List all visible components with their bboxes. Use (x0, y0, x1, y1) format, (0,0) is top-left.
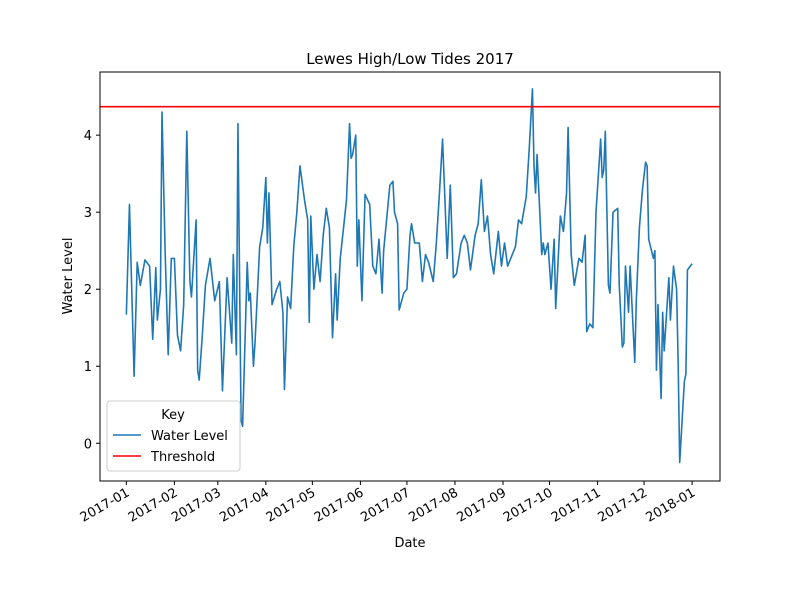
y-axis-label: Water Level (61, 238, 76, 315)
legend-label: Threshold (150, 450, 215, 465)
y-tick-label: 3 (84, 206, 92, 221)
legend-box (106, 400, 241, 472)
x-axis-label: Date (394, 536, 425, 551)
chart-title: Lewes High/Low Tides 2017 (306, 50, 514, 68)
y-tick-label: 1 (84, 360, 92, 375)
data-line (125, 88, 693, 464)
y-tick-label: 2 (84, 283, 92, 298)
y-tick-label: 0 (84, 437, 92, 452)
plot-frame (99, 71, 721, 482)
legend-title: Key (161, 408, 185, 423)
y-tick-label: 4 (84, 129, 92, 144)
legend-label: Water Level (151, 429, 228, 444)
